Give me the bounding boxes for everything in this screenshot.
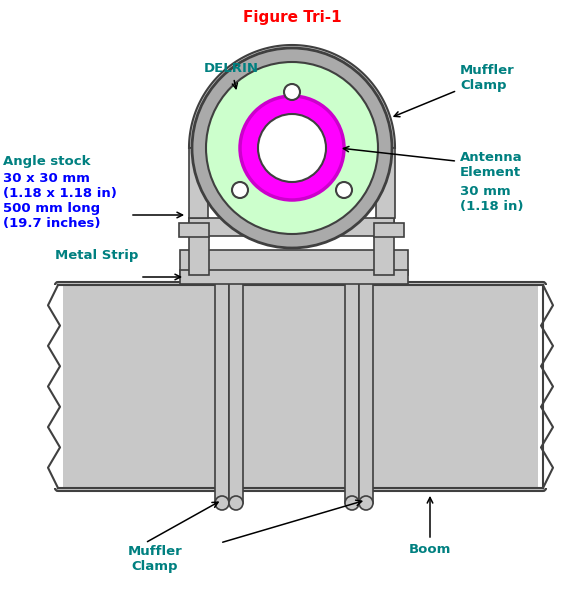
Circle shape bbox=[258, 114, 326, 182]
Circle shape bbox=[229, 496, 243, 510]
Text: Angle stock: Angle stock bbox=[3, 155, 91, 168]
Bar bbox=[376, 148, 395, 218]
Bar bbox=[179, 223, 209, 237]
Circle shape bbox=[336, 182, 352, 198]
Bar bbox=[374, 218, 394, 275]
Bar bbox=[189, 218, 394, 236]
Text: Metal Strip: Metal Strip bbox=[55, 249, 138, 262]
Circle shape bbox=[359, 496, 373, 510]
Circle shape bbox=[240, 96, 344, 200]
Bar bbox=[43, 285, 63, 488]
Circle shape bbox=[345, 496, 359, 510]
Circle shape bbox=[215, 496, 229, 510]
Circle shape bbox=[206, 62, 378, 234]
Bar bbox=[180, 250, 408, 275]
Text: Muffler
Clamp: Muffler Clamp bbox=[394, 64, 515, 117]
Bar bbox=[189, 148, 208, 218]
Bar bbox=[281, 218, 303, 236]
Circle shape bbox=[284, 84, 300, 100]
Bar bbox=[229, 275, 243, 503]
Circle shape bbox=[232, 182, 248, 198]
Bar bbox=[345, 275, 359, 503]
Text: Figure Tri-1: Figure Tri-1 bbox=[243, 10, 341, 25]
Bar bbox=[284, 218, 300, 236]
FancyBboxPatch shape bbox=[55, 282, 546, 491]
Text: DELRIN: DELRIN bbox=[204, 62, 259, 88]
Text: Muffler
Clamp: Muffler Clamp bbox=[128, 545, 182, 573]
Text: 30 x 30 mm
(1.18 x 1.18 in)
500 mm long
(19.7 inches): 30 x 30 mm (1.18 x 1.18 in) 500 mm long … bbox=[3, 172, 117, 230]
Bar bbox=[180, 270, 408, 284]
Bar bbox=[538, 285, 558, 488]
Bar bbox=[359, 275, 373, 503]
Bar bbox=[215, 275, 229, 503]
Bar bbox=[374, 223, 404, 237]
Bar bbox=[189, 218, 209, 275]
Text: Antenna
Element: Antenna Element bbox=[343, 147, 523, 179]
Text: 30 mm
(1.18 in): 30 mm (1.18 in) bbox=[460, 185, 523, 213]
Text: Boom: Boom bbox=[409, 543, 451, 556]
Polygon shape bbox=[189, 45, 395, 148]
Circle shape bbox=[192, 48, 392, 248]
